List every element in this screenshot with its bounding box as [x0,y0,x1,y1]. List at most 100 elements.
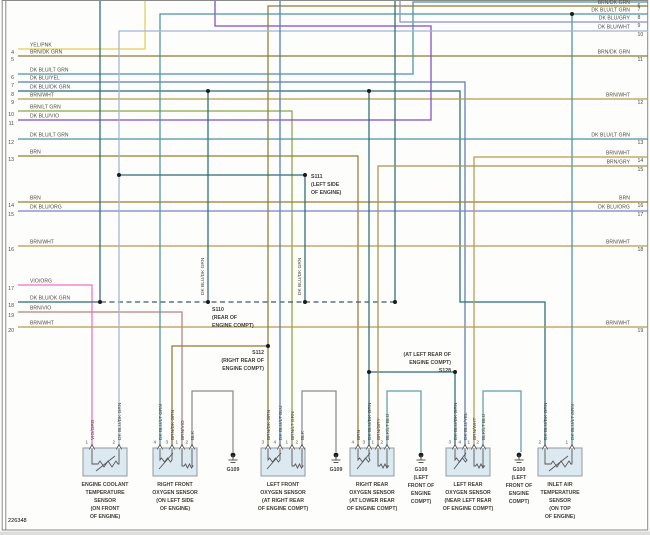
ground-label-G100: G100 [415,467,428,473]
pin-number: 2 [185,440,188,445]
row-label-right: BRN/WHT [606,321,630,327]
row-label-left: VIO/ORG [30,279,52,285]
junction-dot [206,89,210,93]
sense-element-symbol [473,448,486,470]
component-caption: RIGHT FRONT [157,482,193,488]
wire-blkltblu-rr-gnd [386,390,422,452]
row-number-left: 6 [11,75,14,81]
junction-dot [117,173,121,177]
pin-connector [375,443,381,450]
pin-number: 2 [295,440,298,445]
pin-number: 4 [153,440,156,445]
component-caption: (ON LEFT SIDE [156,498,194,504]
row-label-left: BRN [30,196,41,202]
pin-wire-label: DK BLU/DK GRN [367,402,373,440]
wire-brn-wht-r14 [473,156,648,446]
sense-element-symbol [291,448,304,470]
component-caption: TEMPERATURE [540,490,580,496]
pin-number: 2 [112,440,115,445]
pin-wire-label: BLK/LT BLU [481,413,487,440]
junction-dot [206,300,210,304]
pin-number: 1 [467,440,470,445]
component-caption: (AT RIGHT REAR [262,498,304,504]
pin-wire-label: BRN/DK GRN [170,409,176,440]
wire-dkblu-gry-r9 [399,1,648,23]
splice-label-S128: ENGINE COMPT) [409,360,451,366]
row-number-left: 13 [8,157,14,163]
ground-label-G100: (LEFT [512,475,528,481]
row-number-right: 12 [638,100,644,106]
component-caption: OXYGEN SENSOR [445,490,491,496]
junction-dot [453,370,457,374]
row-number-left: 7 [11,83,14,89]
pin-wire-label: DK BLU/DK GRN [453,402,459,440]
component-caption: (ON FRONT [91,506,121,512]
pin-number: 3 [362,440,365,445]
component-caption: SENSOR [549,498,571,504]
engine-coolant-temperature-sensor [82,443,128,477]
component-caption: OF ENGINE COMPT) [347,506,398,512]
pin-connector [542,443,548,450]
junction-dot [570,12,574,16]
pin-connector [89,443,95,450]
row-label-right: BRN/WHT [606,151,630,157]
row-label-left: BRN/WHT [30,321,54,327]
bottom-margin-band [0,531,650,535]
wire-blk-lf-gnd [301,390,337,452]
heater-symbol [159,448,173,463]
pin-connector [366,443,372,450]
row-label-right: DK BLU/WHT [598,25,630,31]
row-label-left: DK BLU/LT GRN [30,133,69,139]
component-caption: OF ENGINE COMPT) [258,506,309,512]
row-label-left: DK BLU/DK GRN [30,85,70,91]
junction-dot [367,370,371,374]
row-number-right: 14 [638,158,644,164]
pin-connector [471,443,477,450]
ground-symbol-G109 [331,452,341,463]
pin-connector [480,443,486,450]
pin-number: 1 [565,440,568,445]
pin-number: 2 [476,440,479,445]
component-caption: OXYGEN SENSOR [260,490,306,496]
pin-connector [157,443,163,450]
wire-dkblu-dkgrn-8 [18,90,546,446]
wire-vio-org-17 [18,284,93,446]
pin-connector [289,443,295,450]
wire-yel-pnk-4 [18,1,146,50]
junction-dot [367,89,371,93]
row-number-left: 19 [8,313,14,319]
row-number-right: 11 [638,57,643,63]
ground-label-G100: (LEFT [414,475,430,481]
left-rear-oxygen-sensor [445,443,491,477]
pin-wire-label: BLK [190,430,196,440]
ground-label-G100: FRONT OF [506,483,533,489]
pin-connector [189,443,195,450]
ground-label-G100: FRONT OF [408,483,435,489]
pin-wire-label: BLK/LT BLU [385,413,391,440]
row-number-left: 8 [11,92,14,98]
pin-number: 1 [85,440,88,445]
row-number-right: 19 [638,328,644,334]
row-label-right: DK BLU/LT GRN [591,133,630,139]
heater-arrow [158,452,174,470]
right-rear-oxygen-sensor [349,443,395,477]
pin-wire-label: BRN/LT GRN [290,411,296,440]
row-number-right: 10 [638,32,644,38]
wire-dkblu-vio-11 [18,1,432,121]
pin-number: 4 [458,440,461,445]
pin-number: 1 [285,440,288,445]
pin-number: 3 [165,440,168,445]
right-front-oxygen-sensor [152,443,198,477]
pin-connector [299,443,305,450]
row-number-left: 16 [8,247,14,253]
pin-connector [265,443,271,450]
row-label-left: DK BLU/VIO [30,114,59,120]
row-label-right: BRN/WHT [606,240,630,246]
component-caption: OXYGEN SENSOR [152,490,198,496]
row-number-left: 20 [8,328,14,334]
splice-label-S112: S112 [252,350,264,356]
component-caption: LEFT REAR [453,482,482,488]
splice-label-S128: (AT LEFT REAR OF [404,352,451,358]
row-label-right: DK BLU/GRY [599,16,631,22]
